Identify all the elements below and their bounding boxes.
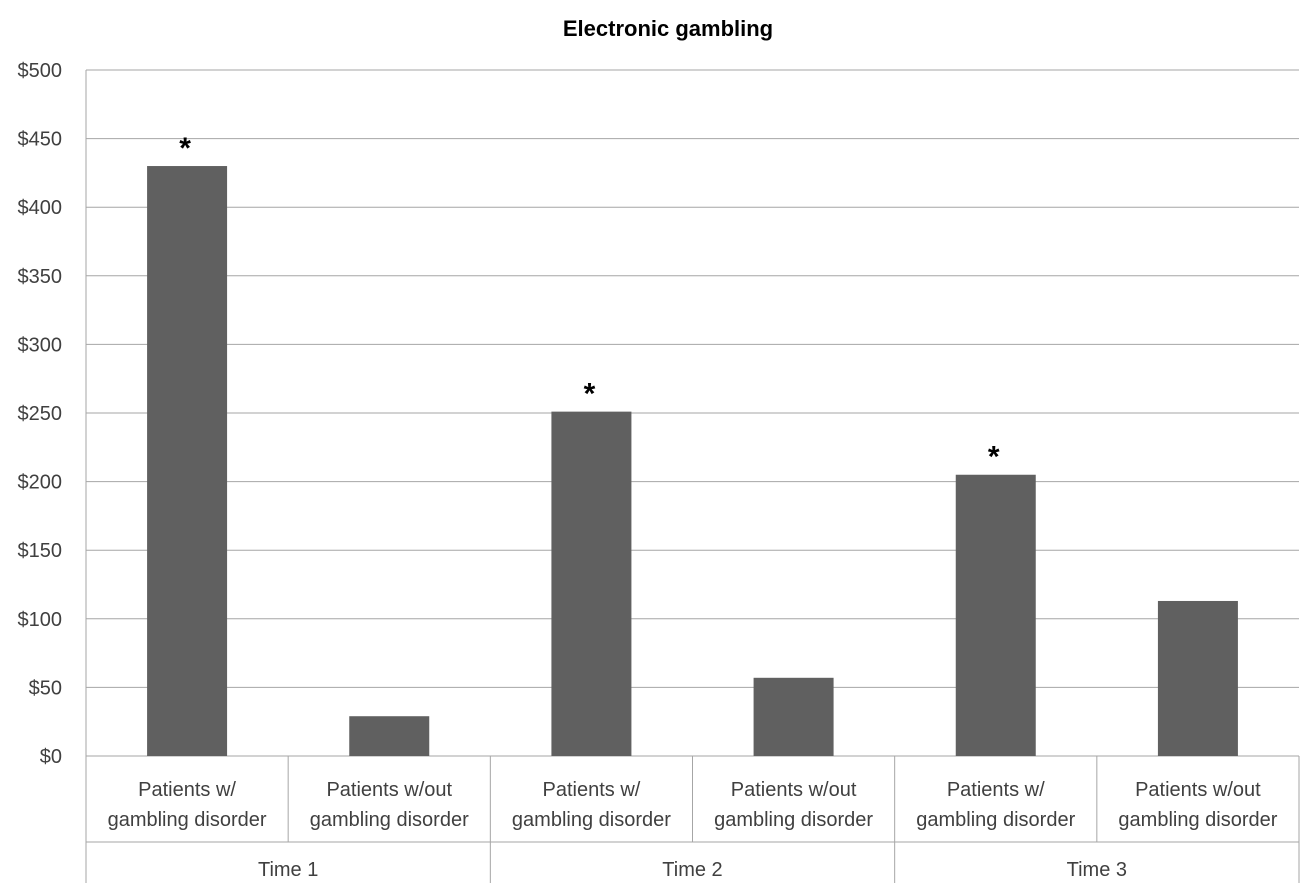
category-label: gambling disorder [1118,809,1277,831]
chart-title: Electronic gambling [563,16,773,41]
category-label: gambling disorder [714,809,873,831]
y-tick-label: $250 [18,403,63,425]
y-tick-label: $350 [18,266,63,288]
significance-marker: * [584,378,596,411]
annotations: * * * [179,132,1000,474]
bars [147,166,1238,757]
category-label: Patients w/out [326,779,452,801]
bar [147,166,228,757]
category-label: Patients w/ [543,779,641,801]
category-label: Patients w/ [947,779,1045,801]
group-label: Time 3 [1067,859,1127,881]
bar [1157,600,1238,756]
y-tick-label: $300 [18,334,63,356]
bar [753,677,834,756]
x-axis: Patients w/gambling disorder Patients w/o… [86,756,1300,883]
y-tick-label: $500 [18,60,63,82]
bar [349,716,430,756]
gridlines [85,69,1299,883]
group-label: Time 2 [662,859,722,881]
category-label: Patients w/out [731,779,857,801]
category-label: Patients w/out [1135,779,1261,801]
category-label: gambling disorder [916,809,1075,831]
y-tick-label: $450 [18,129,63,151]
category-label: Patients w/ [138,779,236,801]
category-label: gambling disorder [512,809,671,831]
y-tick-label: $400 [18,197,63,219]
group-label: Time 1 [258,859,318,881]
y-tick-label: $200 [18,472,63,494]
category-label: gambling disorder [310,809,469,831]
significance-marker: * [988,441,1000,474]
category-label: gambling disorder [108,809,267,831]
y-tick-label: $150 [18,540,63,562]
bar [955,474,1036,756]
significance-marker: * [179,132,191,165]
y-tick-label: $50 [29,677,62,699]
y-tick-label: $100 [18,609,63,631]
bar [551,411,632,756]
y-tick-label: $0 [40,746,62,768]
y-axis-ticks: $0 $50 $100 $150 $200 $250 $300 $350 $400 $450 $50… [18,60,63,768]
